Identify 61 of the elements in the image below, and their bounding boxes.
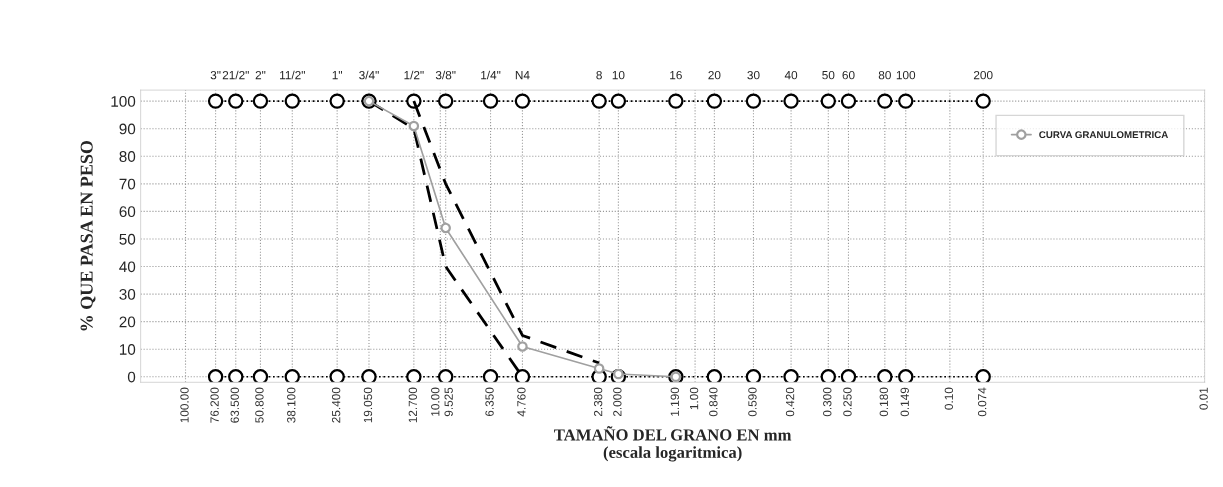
x-tick-label: 0.590	[748, 387, 757, 417]
annotation: 10	[612, 70, 625, 80]
x-tick-label: 0.01	[1199, 387, 1208, 410]
y-axis-title: % QUE PASA EN PESO	[80, 140, 96, 331]
annotation: 2"	[255, 70, 266, 80]
annotation: 8	[596, 70, 602, 80]
x-tick-label: 6.350	[485, 387, 494, 417]
y-tick-label: 70	[119, 178, 136, 190]
x-tick-label: 0.074	[978, 387, 987, 417]
x-tick-label: 19.050	[363, 387, 373, 423]
x-tick-label: 0.10	[944, 387, 954, 410]
x-tick-label: 1.190	[670, 387, 679, 416]
annotation: 80	[878, 70, 891, 80]
x-tick-label: 100.00	[180, 387, 189, 423]
annotation: N4	[515, 71, 530, 80]
y-tick-label: 30	[119, 288, 136, 300]
x-tick-label: 63.500	[230, 387, 239, 423]
annotation: 16	[670, 70, 682, 80]
x-tick-label: 76.200	[210, 387, 219, 423]
annotation: 40	[784, 70, 798, 80]
legend-label: CURVA GRANULOMETRICA	[1039, 131, 1169, 139]
x-tick-label: 0.180	[879, 387, 888, 417]
x-tick-label: 0.300	[823, 387, 832, 417]
annotation: 1"	[332, 71, 343, 80]
x-tick-label: 10.00	[431, 387, 440, 416]
x-tick-label: 0.420	[785, 387, 795, 417]
annotation: 30	[747, 70, 760, 80]
annotation: 1/4"	[481, 70, 501, 80]
x-tick-label: 38.100	[287, 387, 296, 423]
x-tick-label: 2.000	[613, 387, 622, 417]
annotation: 3/8"	[435, 70, 456, 80]
x-tick-label: 0.250	[843, 387, 852, 417]
annotation: 200	[973, 70, 993, 80]
annotation: 20	[708, 70, 721, 80]
y-tick-label: 20	[119, 316, 136, 328]
y-tick-label: 100	[111, 95, 136, 107]
y-tick-label: 50	[119, 233, 136, 245]
x-tick-label: 0.149	[900, 387, 909, 417]
annotation: 100	[896, 70, 916, 80]
annotation: 50	[822, 70, 835, 80]
annotation: 11/2"	[280, 70, 305, 80]
annotation: 1/2"	[404, 70, 424, 80]
y-tick-label: 40	[119, 261, 136, 273]
y-tick-label: 0	[127, 371, 136, 383]
x-tick-label: 0.840	[709, 387, 718, 417]
y-tick-label: 90	[119, 123, 136, 135]
y-tick-label: 10	[119, 344, 136, 355]
annotation: 3"	[210, 70, 221, 80]
annotation: 60	[842, 70, 855, 80]
x-tick-label: 4.760	[517, 387, 526, 417]
x-tick-label: 50.800	[255, 387, 264, 423]
annotation: 21/2"	[222, 70, 249, 80]
y-tick-label: 60	[119, 206, 136, 218]
x-axis-title: TAMAÑO DEL GRANO EN mm (escala logaritmica)	[554, 426, 792, 462]
x-tick-label: 2.380	[593, 387, 603, 417]
annotation: 3/4"	[359, 70, 379, 80]
x-tick-label: 9.525	[444, 387, 453, 417]
y-tick-label: 80	[119, 151, 136, 162]
x-tick-label: 12.700	[408, 387, 418, 423]
x-tick-label: 1.00	[689, 387, 699, 410]
x-tick-label: 25.400	[331, 387, 341, 423]
